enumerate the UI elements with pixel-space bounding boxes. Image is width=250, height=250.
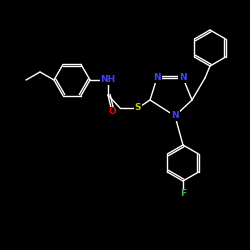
Text: N: N (179, 74, 187, 82)
Text: N: N (153, 74, 161, 82)
Text: O: O (108, 108, 116, 116)
Text: NH: NH (100, 76, 116, 84)
Text: F: F (180, 190, 186, 198)
Text: S: S (135, 104, 141, 112)
Text: N: N (171, 112, 179, 120)
